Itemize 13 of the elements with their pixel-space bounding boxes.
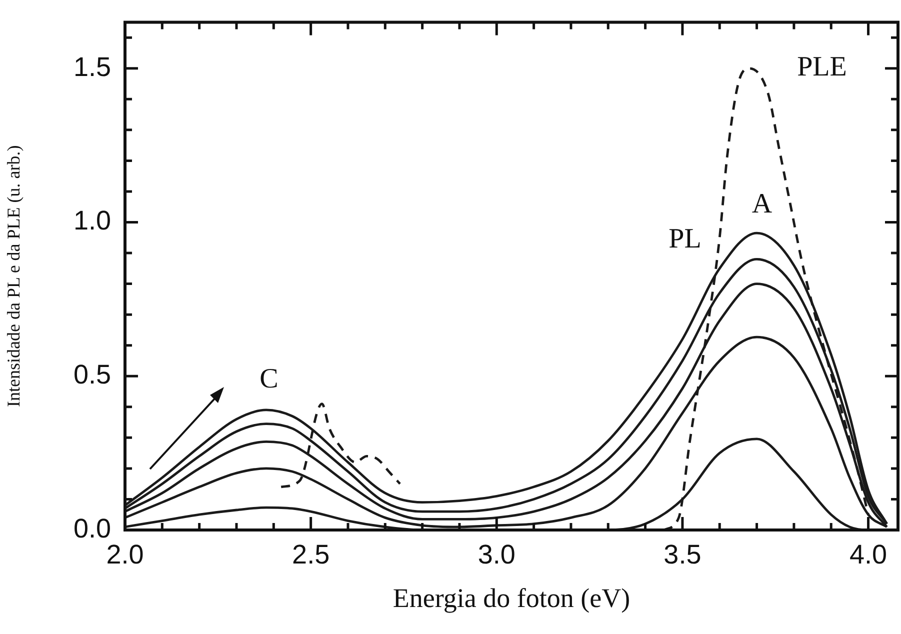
x-tick-label: 3.5 bbox=[664, 540, 702, 570]
x-tick-label: 3.0 bbox=[478, 540, 516, 570]
y-tick-label: 0.5 bbox=[73, 360, 111, 390]
annotation: C bbox=[260, 363, 278, 394]
x-tick-label: 4.0 bbox=[849, 540, 888, 570]
annotation: A bbox=[752, 188, 773, 220]
y-axis-title: Intensidade da PL e da PLE (u. arb.) bbox=[4, 145, 24, 407]
y-tick-label: 1.5 bbox=[73, 52, 111, 82]
x-tick-label: 2.5 bbox=[292, 540, 330, 570]
y-tick-label: 1.0 bbox=[73, 206, 111, 236]
annotation: PLE bbox=[797, 51, 847, 82]
x-axis-title: Energia do foton (eV) bbox=[392, 582, 630, 613]
annotation: PL bbox=[668, 223, 702, 254]
